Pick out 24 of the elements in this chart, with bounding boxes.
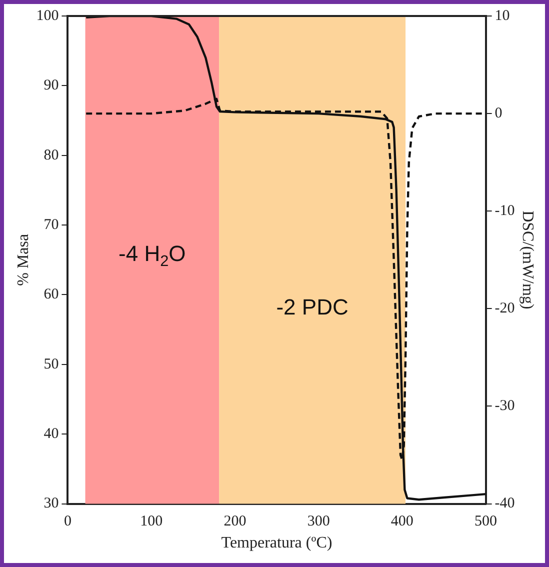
y2-tick-label: -30 (494, 398, 515, 414)
y-axis-title: % Masa (14, 234, 32, 286)
y2-tick-label: -10 (494, 203, 515, 220)
x-tick-label: 0 (64, 514, 72, 530)
x-tick-label: 500 (474, 514, 498, 530)
y2-tick-label: 0 (494, 105, 502, 122)
y-tick-label: 70 (44, 216, 59, 233)
x-tick-label: 400 (390, 514, 414, 530)
x-axis-title: Temperatura (ºC) (221, 534, 332, 552)
band-label: -2 PDC (276, 294, 348, 320)
y2-axis-title: DSC/(mW/mg) (519, 210, 536, 310)
y-tick-label: 50 (44, 356, 59, 372)
y-tick-label: 40 (44, 426, 59, 442)
y2-tick-label: -20 (494, 300, 515, 317)
y-tick-label: 30 (44, 496, 59, 512)
x-tick-label: 200 (224, 514, 246, 530)
y-tick-label: 80 (44, 147, 59, 164)
y2-tick-label: -40 (494, 496, 515, 512)
y-tick-label: 60 (44, 286, 59, 303)
x-tick-label: 100 (140, 514, 163, 530)
x-tick-label: 300 (307, 514, 330, 530)
y-tick-label: 100 (36, 8, 59, 24)
y2-tick-label: 10 (494, 8, 510, 24)
y-tick-label: 90 (44, 78, 59, 94)
